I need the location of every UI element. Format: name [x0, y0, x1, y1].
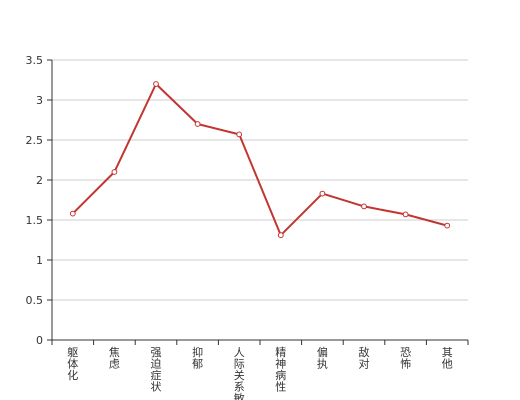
y-tick-label: 3	[36, 94, 43, 107]
series-line	[72, 83, 448, 237]
series-layer	[69, 81, 451, 239]
x-category-label: 精神病性	[275, 346, 286, 394]
y-tick-label: 0.5	[26, 294, 44, 307]
data-point[interactable]	[236, 131, 243, 138]
y-tick-label: 2.5	[26, 134, 44, 147]
x-category-label: 躯体化	[67, 346, 78, 382]
data-point[interactable]	[153, 81, 159, 87]
label-layer: 0 0.5 1 1.5 2 2.5 3 3.5 躯体化 焦虑 强迫症状 抑郁 人际关系敏感 精神病性 偏执 敌…	[26, 54, 453, 400]
data-point[interactable]	[319, 190, 326, 197]
data-point[interactable]	[69, 210, 76, 217]
data-point[interactable]	[277, 232, 284, 239]
data-point[interactable]	[402, 211, 409, 218]
data-point[interactable]	[111, 169, 118, 175]
grid-layer	[52, 59, 468, 301]
x-category-label: 焦虑	[109, 346, 120, 371]
data-point[interactable]	[444, 222, 451, 229]
x-category-label: 偏执	[317, 345, 328, 371]
y-tick-label: 1	[36, 254, 43, 267]
x-category-label: 强迫症状	[151, 346, 162, 394]
data-point[interactable]	[194, 121, 201, 127]
y-tick-label: 1.5	[26, 214, 44, 227]
x-category-label: 恐怖	[400, 346, 411, 371]
axis-layer	[47, 59, 469, 345]
y-tick-label: 2	[36, 174, 43, 187]
y-tick-label: 3.5	[26, 54, 44, 67]
data-point[interactable]	[361, 203, 367, 210]
x-category-label: 人际关系敏感	[234, 346, 245, 400]
y-tick-label: 0	[36, 334, 43, 347]
x-category-label: 敌对	[359, 345, 370, 371]
x-category-label: 其他	[442, 346, 453, 371]
x-category-label: 抑郁	[192, 345, 203, 371]
